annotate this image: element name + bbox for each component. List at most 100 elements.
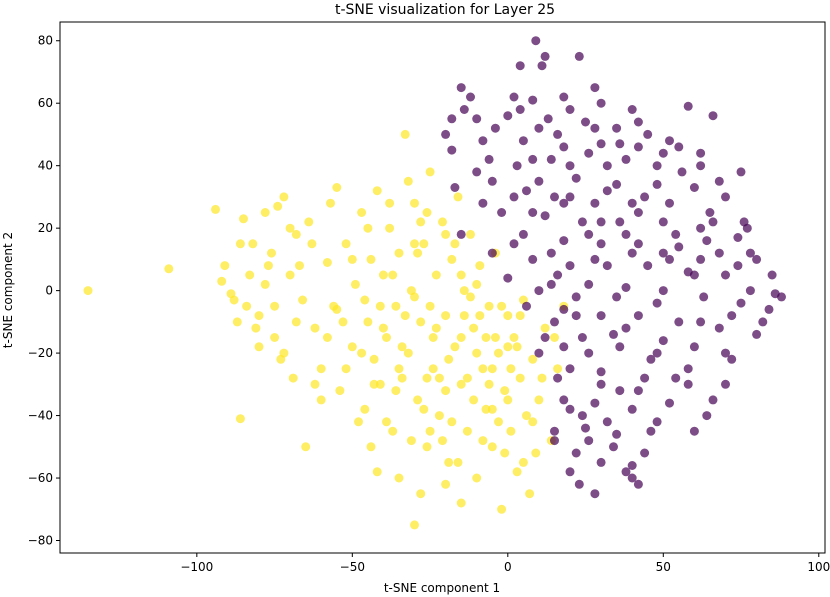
point-s0-159 bbox=[497, 301, 507, 311]
x-tick-label: −100 bbox=[180, 560, 213, 574]
point-s1-90 bbox=[540, 333, 550, 342]
point-s0-25 bbox=[326, 198, 335, 208]
point-s1-161 bbox=[696, 148, 706, 158]
point-s1-160 bbox=[665, 136, 674, 146]
point-s0-161 bbox=[338, 317, 348, 327]
point-s1-106 bbox=[550, 426, 559, 436]
point-s1-108 bbox=[612, 429, 622, 439]
point-s0-115 bbox=[403, 176, 413, 186]
point-s0-30 bbox=[350, 279, 360, 289]
y-axis-label: t-SNE component 2 bbox=[1, 232, 15, 348]
point-s1-38 bbox=[534, 176, 544, 186]
point-s1-113 bbox=[574, 479, 584, 489]
point-s1-107 bbox=[581, 423, 590, 433]
point-s0-50 bbox=[416, 317, 426, 327]
point-s1-8 bbox=[509, 92, 519, 102]
point-s0-60 bbox=[447, 254, 457, 264]
points-layer bbox=[83, 36, 786, 530]
point-s1-167 bbox=[671, 229, 681, 239]
point-s0-168 bbox=[438, 436, 447, 446]
point-s0-11 bbox=[254, 311, 264, 321]
point-s1-193 bbox=[689, 426, 699, 436]
point-s0-9 bbox=[242, 301, 252, 311]
point-s1-120 bbox=[584, 348, 594, 358]
point-s0-163 bbox=[369, 379, 379, 389]
point-s1-111 bbox=[596, 457, 606, 467]
point-s1-63 bbox=[633, 239, 643, 249]
point-s0-40 bbox=[385, 223, 395, 233]
point-s1-17 bbox=[543, 114, 553, 124]
point-s1-67 bbox=[487, 248, 497, 258]
point-s0-178 bbox=[441, 229, 451, 239]
point-s1-62 bbox=[596, 239, 606, 249]
point-s0-20 bbox=[298, 295, 308, 305]
point-s1-157 bbox=[534, 123, 544, 133]
point-s1-20 bbox=[643, 129, 653, 139]
point-s1-65 bbox=[714, 248, 724, 258]
point-s0-119 bbox=[447, 417, 457, 427]
point-s0-179 bbox=[456, 333, 466, 342]
point-s0-146 bbox=[235, 239, 245, 249]
point-s0-107 bbox=[270, 301, 280, 311]
point-s0-155 bbox=[444, 354, 454, 364]
point-s1-182 bbox=[683, 364, 693, 374]
point-s0-151 bbox=[400, 311, 410, 321]
point-s1-127 bbox=[652, 298, 662, 308]
x-axis-ticks: −100 −50 0 50 100 bbox=[180, 553, 830, 574]
point-s0-104 bbox=[260, 208, 270, 217]
point-s1-11 bbox=[596, 98, 606, 108]
point-s1-156 bbox=[490, 123, 500, 133]
point-s1-98 bbox=[640, 373, 650, 383]
point-s1-121 bbox=[621, 323, 631, 333]
point-s0-182 bbox=[503, 342, 513, 352]
point-s1-15 bbox=[472, 114, 482, 124]
point-s0-157 bbox=[469, 395, 479, 405]
point-s1-136 bbox=[665, 254, 674, 264]
point-s1-162 bbox=[478, 198, 488, 208]
point-s0-112 bbox=[360, 295, 370, 305]
point-s1-55 bbox=[615, 217, 625, 227]
point-s0-103 bbox=[254, 342, 264, 352]
point-s1-191 bbox=[615, 386, 625, 396]
point-s1-169 bbox=[745, 248, 755, 258]
point-s0-133 bbox=[453, 457, 463, 467]
point-s0-175 bbox=[394, 364, 404, 374]
y-tick-label: −20 bbox=[28, 346, 53, 360]
point-s1-142 bbox=[640, 192, 650, 202]
point-s0-94 bbox=[441, 479, 451, 489]
point-s1-112 bbox=[627, 461, 637, 470]
point-s0-114 bbox=[385, 198, 395, 208]
point-s0-95 bbox=[456, 498, 466, 508]
point-s1-10 bbox=[559, 92, 569, 102]
point-s1-88 bbox=[714, 323, 724, 333]
point-s0-49 bbox=[413, 395, 423, 405]
point-s0-46 bbox=[403, 348, 413, 358]
point-s1-99 bbox=[683, 379, 693, 389]
point-s1-48 bbox=[627, 198, 637, 208]
point-s0-72 bbox=[484, 301, 494, 311]
point-s0-18 bbox=[288, 373, 298, 383]
point-s0-59 bbox=[444, 457, 454, 467]
point-s1-23 bbox=[478, 136, 488, 146]
point-s1-123 bbox=[696, 317, 706, 327]
point-s1-24 bbox=[518, 136, 528, 146]
point-s0-32 bbox=[360, 404, 370, 414]
point-s0-113 bbox=[378, 323, 388, 333]
point-s0-132 bbox=[441, 386, 451, 396]
point-s0-6 bbox=[232, 317, 242, 327]
point-s1-1 bbox=[540, 51, 550, 61]
point-s0-117 bbox=[425, 301, 435, 311]
point-s1-45 bbox=[509, 192, 519, 202]
point-s1-171 bbox=[546, 248, 556, 258]
point-s0-45 bbox=[400, 129, 410, 139]
point-s1-43 bbox=[721, 192, 730, 202]
point-s0-31 bbox=[357, 208, 367, 217]
point-s1-199 bbox=[553, 373, 563, 383]
point-s1-176 bbox=[733, 261, 743, 271]
point-s1-118 bbox=[565, 404, 575, 414]
point-s1-181 bbox=[646, 354, 656, 364]
point-s0-51 bbox=[419, 239, 429, 249]
point-s1-0 bbox=[531, 36, 541, 46]
point-s1-64 bbox=[674, 242, 684, 252]
point-s0-102 bbox=[394, 473, 404, 483]
